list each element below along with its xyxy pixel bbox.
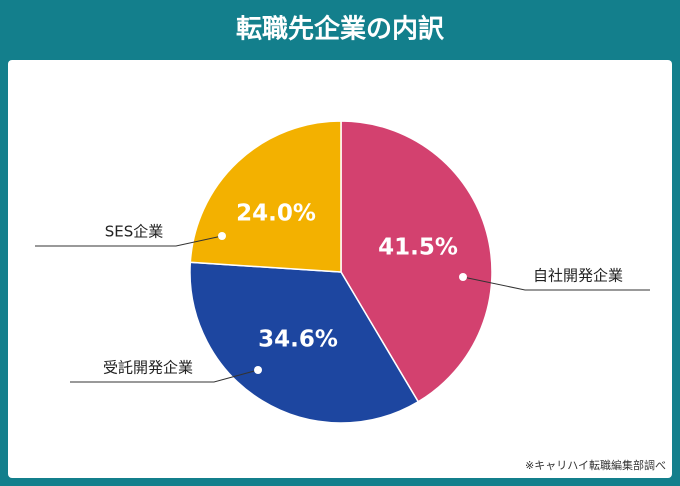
leader-dot — [218, 232, 226, 240]
value-label: 41.5% — [378, 235, 458, 261]
value-label: 24.0% — [236, 201, 316, 227]
source-note: ※キャリハイ転職編集部調べ — [525, 458, 666, 472]
category-label: 自社開発企業 — [533, 267, 623, 285]
leader-line — [462, 276, 650, 291]
pie-slice — [189, 261, 420, 424]
pie-slice — [340, 120, 493, 403]
category-label: 受託開発企業 — [103, 359, 193, 377]
chart-title: 転職先企業の内訳 — [236, 14, 445, 45]
leader-dot — [459, 273, 467, 281]
value-label: 34.6% — [258, 327, 338, 353]
leader-line — [35, 235, 223, 247]
leader-line — [70, 369, 259, 383]
pie-slice — [189, 120, 342, 273]
leader-dot — [254, 366, 262, 374]
category-label: SES企業 — [105, 223, 164, 241]
